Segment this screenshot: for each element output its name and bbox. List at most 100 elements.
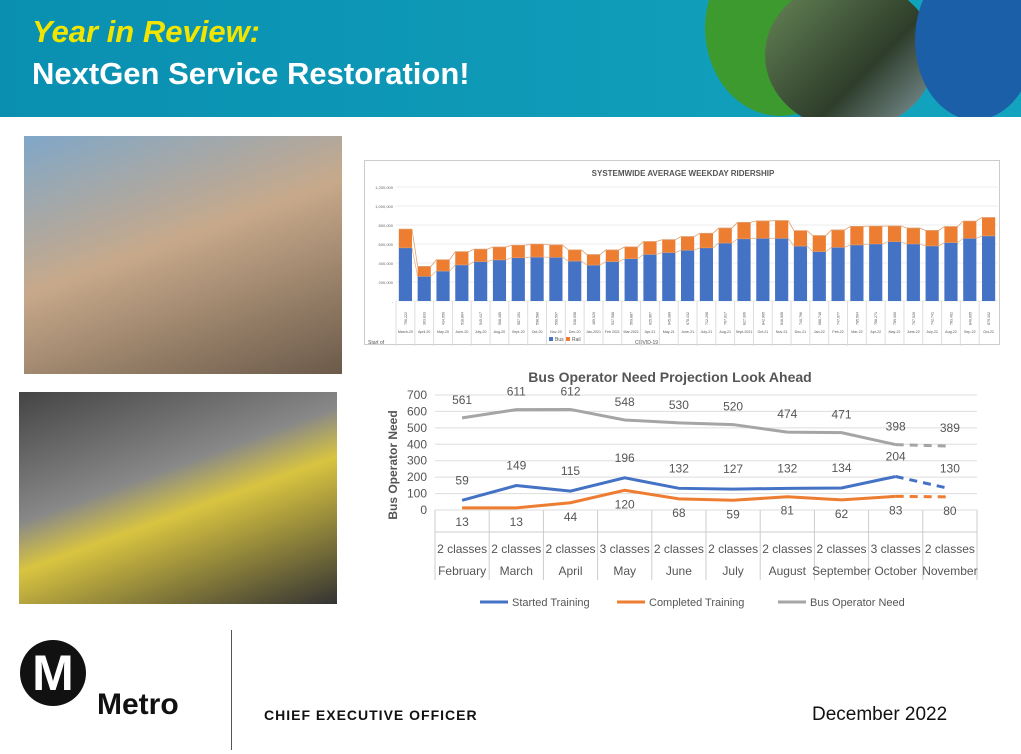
total-label: 537,588: [611, 312, 615, 325]
bar-rail: [718, 228, 732, 244]
y-tick-label: 200,000: [379, 280, 394, 285]
x-tick-label: Aug-22: [945, 330, 957, 334]
y-tick-label: 800,000: [379, 223, 394, 228]
bar-bus: [906, 244, 920, 301]
data-label: 130: [940, 462, 960, 476]
data-label: 134: [831, 461, 851, 475]
x-tick-label: Apr-21: [645, 330, 656, 334]
operator-chart: Bus Operator Need Projection Look Ahead …: [386, 369, 978, 609]
x-tick-label: June: [666, 564, 692, 578]
bar-bus: [925, 245, 939, 301]
x-tick-label: October: [874, 564, 917, 578]
total-label: 590,597: [554, 312, 558, 325]
total-label: 767,917: [724, 312, 728, 325]
x-tick-label: May-20: [437, 330, 449, 334]
bar-bus: [436, 271, 450, 301]
class-count-label: 2 classes: [762, 542, 812, 556]
data-label: 68: [672, 506, 686, 520]
series-line-projected: [895, 443, 950, 448]
bar-rail: [963, 221, 977, 239]
annotation-covid: COVID-19: [635, 340, 658, 346]
x-tick-label: Dec-20: [569, 330, 581, 334]
total-label: 840,605: [968, 312, 972, 325]
data-label: 530: [669, 398, 689, 412]
x-tick-label: June-21: [681, 330, 694, 334]
bar-bus: [662, 252, 676, 301]
bar-rail: [850, 226, 864, 245]
x-tick-label: June-22: [907, 330, 920, 334]
x-tick-label: April-20: [418, 330, 430, 334]
total-outline: [398, 217, 996, 267]
bar-bus: [605, 261, 619, 301]
x-tick-label: July: [722, 564, 743, 578]
data-label: 120: [615, 497, 635, 511]
operator-title: Bus Operator Need Projection Look Ahead: [528, 369, 811, 385]
bar-rail: [568, 249, 582, 262]
x-tick-label: July-20: [475, 330, 487, 334]
x-tick-label: August: [769, 564, 807, 578]
y-tick-label: -: [392, 299, 394, 304]
total-label: 363,833: [423, 312, 427, 325]
total-label: 740,796: [799, 312, 803, 325]
total-label: 645,389: [667, 312, 671, 325]
y-tick-label: 600: [407, 404, 427, 418]
total-label: 569,887: [630, 312, 634, 325]
class-count-label: 2 classes: [925, 542, 975, 556]
class-count-label: 3 classes: [871, 542, 921, 556]
bar-rail: [681, 236, 695, 251]
legend-bus-swatch: [549, 337, 553, 341]
x-tick-label: March: [500, 564, 533, 578]
total-label: 434,056: [442, 312, 446, 325]
legend-bus: Bus: [555, 337, 564, 343]
class-count-label: 2 classes: [545, 542, 595, 556]
data-label: 44: [564, 510, 578, 524]
photo-bus-operators: [19, 392, 337, 604]
data-label: 561: [452, 393, 472, 407]
x-tick-label: September: [812, 564, 871, 578]
data-label: 474: [777, 407, 797, 421]
bar-rail: [831, 229, 845, 248]
bar-bus: [549, 257, 563, 301]
total-label: 625,967: [648, 312, 652, 325]
bar-rail: [436, 259, 450, 272]
x-tick-label: Jan-2021: [586, 330, 601, 334]
bar-bus: [718, 243, 732, 301]
x-tick-label: March-20: [398, 330, 413, 334]
x-tick-label: May: [613, 564, 636, 578]
bar-bus: [643, 254, 657, 301]
bar-bus: [568, 261, 582, 301]
class-count-label: 2 classes: [491, 542, 541, 556]
x-tick-label: Nov-21: [776, 330, 788, 334]
data-label: 389: [940, 421, 960, 435]
x-tick-label: May-21: [663, 330, 675, 334]
total-label: 587,191: [517, 312, 521, 325]
data-label: 149: [506, 459, 526, 473]
bar-rail: [530, 244, 544, 258]
x-tick-label: February: [438, 564, 486, 578]
y-tick-label: 400,000: [379, 261, 394, 266]
total-label: 489,020: [592, 312, 596, 325]
ridership-chart-frame: SYSTEMWIDE AVERAGE WEEKDAY RIDERSHIP Bus…: [364, 160, 1000, 346]
bar-bus: [963, 238, 977, 301]
y-tick-label: 400: [407, 437, 427, 451]
class-count-label: 2 classes: [437, 542, 487, 556]
data-label: 83: [889, 503, 903, 517]
data-label: 132: [777, 461, 797, 475]
data-label: 611: [507, 385, 526, 399]
data-label: 398: [886, 420, 906, 434]
x-tick-label: July-21: [701, 330, 713, 334]
y-tick-label: 500: [407, 421, 427, 435]
y-tick-label: 600,000: [379, 242, 394, 247]
bar-bus: [455, 264, 469, 301]
data-label: 127: [723, 462, 743, 476]
office-label: CHIEF EXECUTIVE OFFICER: [264, 707, 478, 723]
total-label: 785,504: [855, 312, 859, 325]
data-label: 612: [560, 384, 580, 398]
bar-bus: [699, 247, 713, 301]
series-line: [461, 407, 897, 447]
total-label: 545,417: [479, 312, 483, 325]
x-tick-label: Oct-21: [757, 330, 768, 334]
total-label: 538,058: [573, 312, 577, 325]
y-tick-label: 0: [420, 503, 427, 517]
bar-bus: [982, 235, 996, 301]
